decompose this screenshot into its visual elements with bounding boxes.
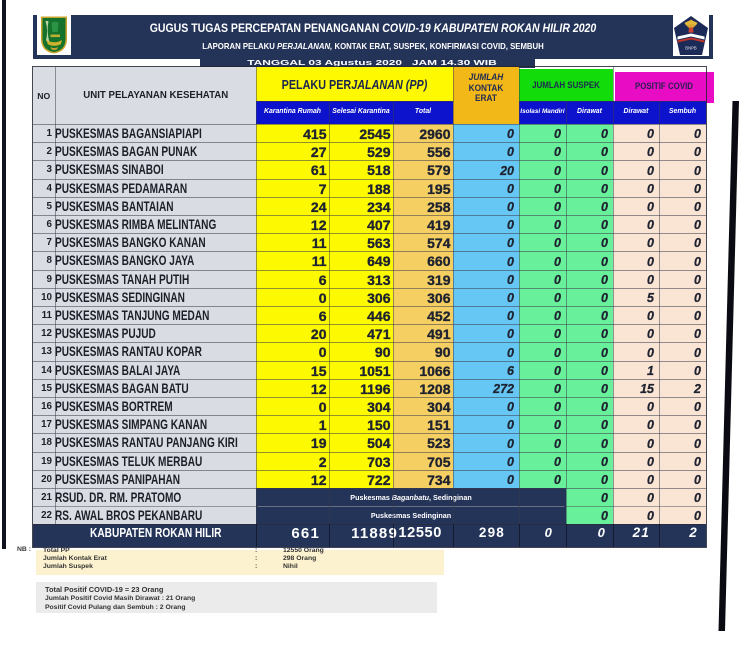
- svg-text:BNPB: BNPB: [685, 46, 697, 51]
